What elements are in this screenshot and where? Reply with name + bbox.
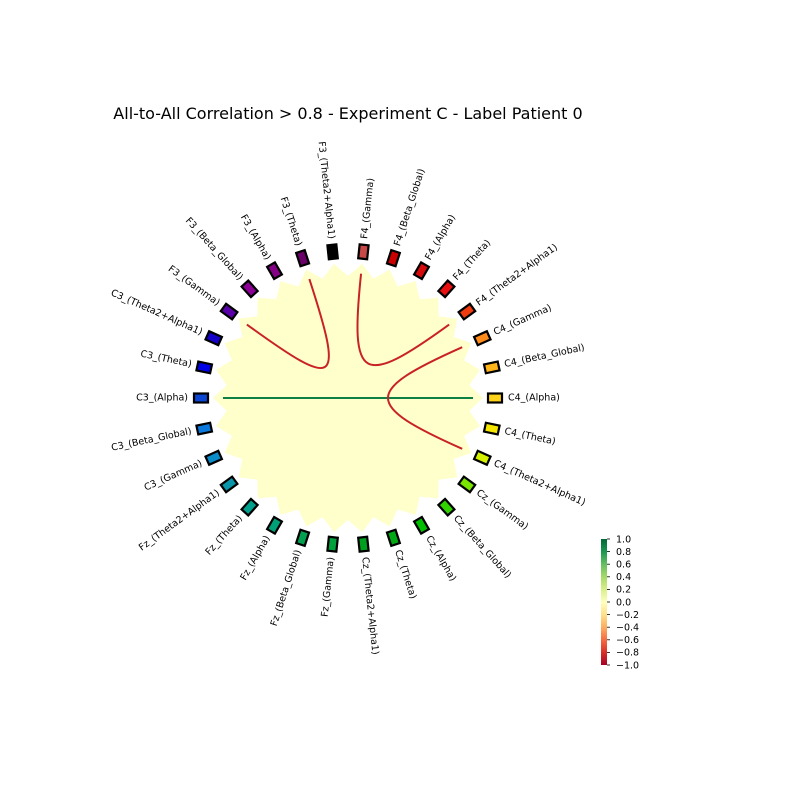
colorbar-tick-label: 0.6 bbox=[616, 560, 631, 571]
node-Fz_(Theta) bbox=[240, 497, 260, 517]
node-label: C3_(Theta2+Alpha1) bbox=[109, 288, 204, 338]
node-C4_(Gamma) bbox=[472, 329, 492, 347]
node-label: F4_(Gamma) bbox=[359, 177, 376, 239]
node-label: Cz_(Alpha) bbox=[423, 534, 458, 583]
node-C4_(Beta_Global) bbox=[482, 360, 501, 375]
node-label: C4_(Alpha) bbox=[508, 393, 560, 404]
node-F4_(Beta_Global) bbox=[385, 248, 402, 268]
node-label: C3_(Beta_Global) bbox=[110, 426, 192, 454]
node-Fz_(Gamma) bbox=[326, 535, 340, 553]
node-F4_(Alpha) bbox=[412, 260, 431, 281]
node-label: Fz_(Theta) bbox=[203, 513, 245, 557]
node-Cz_(Beta_Global) bbox=[436, 497, 456, 517]
node-C4_(Alpha) bbox=[486, 392, 504, 404]
node-label: Cz_(Theta2+Alpha1) bbox=[359, 557, 380, 656]
node-F4_(Theta) bbox=[436, 279, 456, 299]
node-Fz_(Beta_Global) bbox=[294, 528, 311, 548]
colorbar-tick-label: 0.0 bbox=[616, 597, 631, 608]
node-F4_(Theta2+Alpha1) bbox=[457, 302, 477, 321]
colorbar-tick-label: −0.2 bbox=[616, 610, 639, 621]
node-C4_(Theta2+Alpha1) bbox=[472, 449, 492, 467]
node-label: Cz_(Theta) bbox=[392, 549, 418, 601]
node-label: C3_(Alpha) bbox=[136, 393, 188, 404]
node-label: Cz_(Gamma) bbox=[474, 488, 530, 533]
node-C3_(Theta) bbox=[195, 360, 214, 375]
node-C3_(Alpha) bbox=[192, 392, 210, 404]
nodes-layer bbox=[192, 243, 504, 553]
node-Cz_(Theta2+Alpha1) bbox=[356, 535, 370, 553]
node-C3_(Theta2+Alpha1) bbox=[204, 329, 224, 347]
node-Fz_(Alpha) bbox=[265, 515, 284, 536]
node-Cz_(Alpha) bbox=[412, 515, 431, 536]
node-C3_(Gamma) bbox=[204, 449, 224, 467]
colorbar-tick-label: 0.2 bbox=[616, 585, 631, 596]
node-F3_(Alpha) bbox=[265, 260, 284, 281]
node-label: Cz_(Beta_Global) bbox=[451, 513, 513, 580]
node-label: F4_(Theta) bbox=[451, 238, 493, 283]
node-label: F3_(Beta_Global) bbox=[183, 215, 245, 282]
node-C3_(Beta_Global) bbox=[195, 421, 214, 436]
node-label: F4_(Theta2+Alpha1) bbox=[474, 242, 560, 308]
node-label: F4_(Alpha) bbox=[423, 213, 458, 262]
node-label: C4_(Theta2+Alpha1) bbox=[492, 458, 587, 508]
node-Cz_(Theta) bbox=[385, 528, 402, 548]
node-C4_(Theta) bbox=[482, 421, 501, 436]
links-layer bbox=[223, 273, 473, 450]
node-Fz_(Theta2+Alpha1) bbox=[219, 475, 239, 494]
node-label: Fz_(Gamma) bbox=[320, 557, 337, 618]
node-label: Fz_(Beta_Global) bbox=[269, 549, 304, 628]
node-label: C3_(Theta) bbox=[139, 348, 192, 370]
node-label: C4_(Beta_Global) bbox=[503, 342, 585, 370]
chart-title: All-to-All Correlation > 0.8 - Experimen… bbox=[113, 104, 582, 123]
colorbar-tick-label: 0.8 bbox=[616, 547, 631, 558]
node-F3_(Theta2+Alpha1) bbox=[326, 243, 340, 261]
node-label: F4_(Beta_Global) bbox=[392, 167, 427, 247]
colorbar-gradient bbox=[601, 539, 607, 665]
link-F4_(Gamma)-F4_(Theta2+Alpha1) bbox=[356, 273, 450, 367]
node-F3_(Beta_Global) bbox=[240, 279, 260, 299]
link-F3_(Theta)-F3_(Gamma) bbox=[246, 278, 330, 370]
colorbar-tick-label: −0.6 bbox=[616, 635, 639, 646]
node-label: F3_(Gamma) bbox=[166, 264, 222, 309]
colorbar-tick-label: 1.0 bbox=[616, 534, 631, 545]
colorbar: 1.0 0.8 0.60.4 0.20.0 −0.2 −0.4−0.6 −0.8−1.0 bbox=[601, 534, 639, 671]
node-label: C3_(Gamma) bbox=[143, 458, 204, 493]
node-F3_(Gamma) bbox=[219, 302, 239, 321]
colorbar-tick-label: −0.8 bbox=[616, 648, 639, 659]
node-F3_(Theta) bbox=[294, 248, 311, 268]
colorbar-tick-label: −1.0 bbox=[616, 660, 639, 671]
colorbar-tick-label: 0.4 bbox=[616, 572, 631, 583]
node-F4_(Gamma) bbox=[356, 243, 370, 261]
node-label: F3_(Theta) bbox=[278, 196, 304, 248]
node-label: C4_(Gamma) bbox=[492, 303, 553, 338]
node-Cz_(Gamma) bbox=[457, 475, 477, 494]
link-C4_(Gamma)-C4_(Theta2+Alpha1) bbox=[386, 346, 463, 450]
node-label: F3_(Alpha) bbox=[238, 213, 273, 262]
colorbar-tick-label: −0.4 bbox=[616, 623, 639, 634]
node-label: Fz_(Alpha) bbox=[238, 534, 272, 582]
node-label: F3_(Theta2+Alpha1) bbox=[316, 141, 337, 240]
node-label: C4_(Theta) bbox=[503, 426, 556, 448]
colorbar-ticks: 1.0 0.8 0.60.4 0.20.0 −0.2 −0.4−0.6 −0.8−1.0 bbox=[607, 534, 639, 671]
